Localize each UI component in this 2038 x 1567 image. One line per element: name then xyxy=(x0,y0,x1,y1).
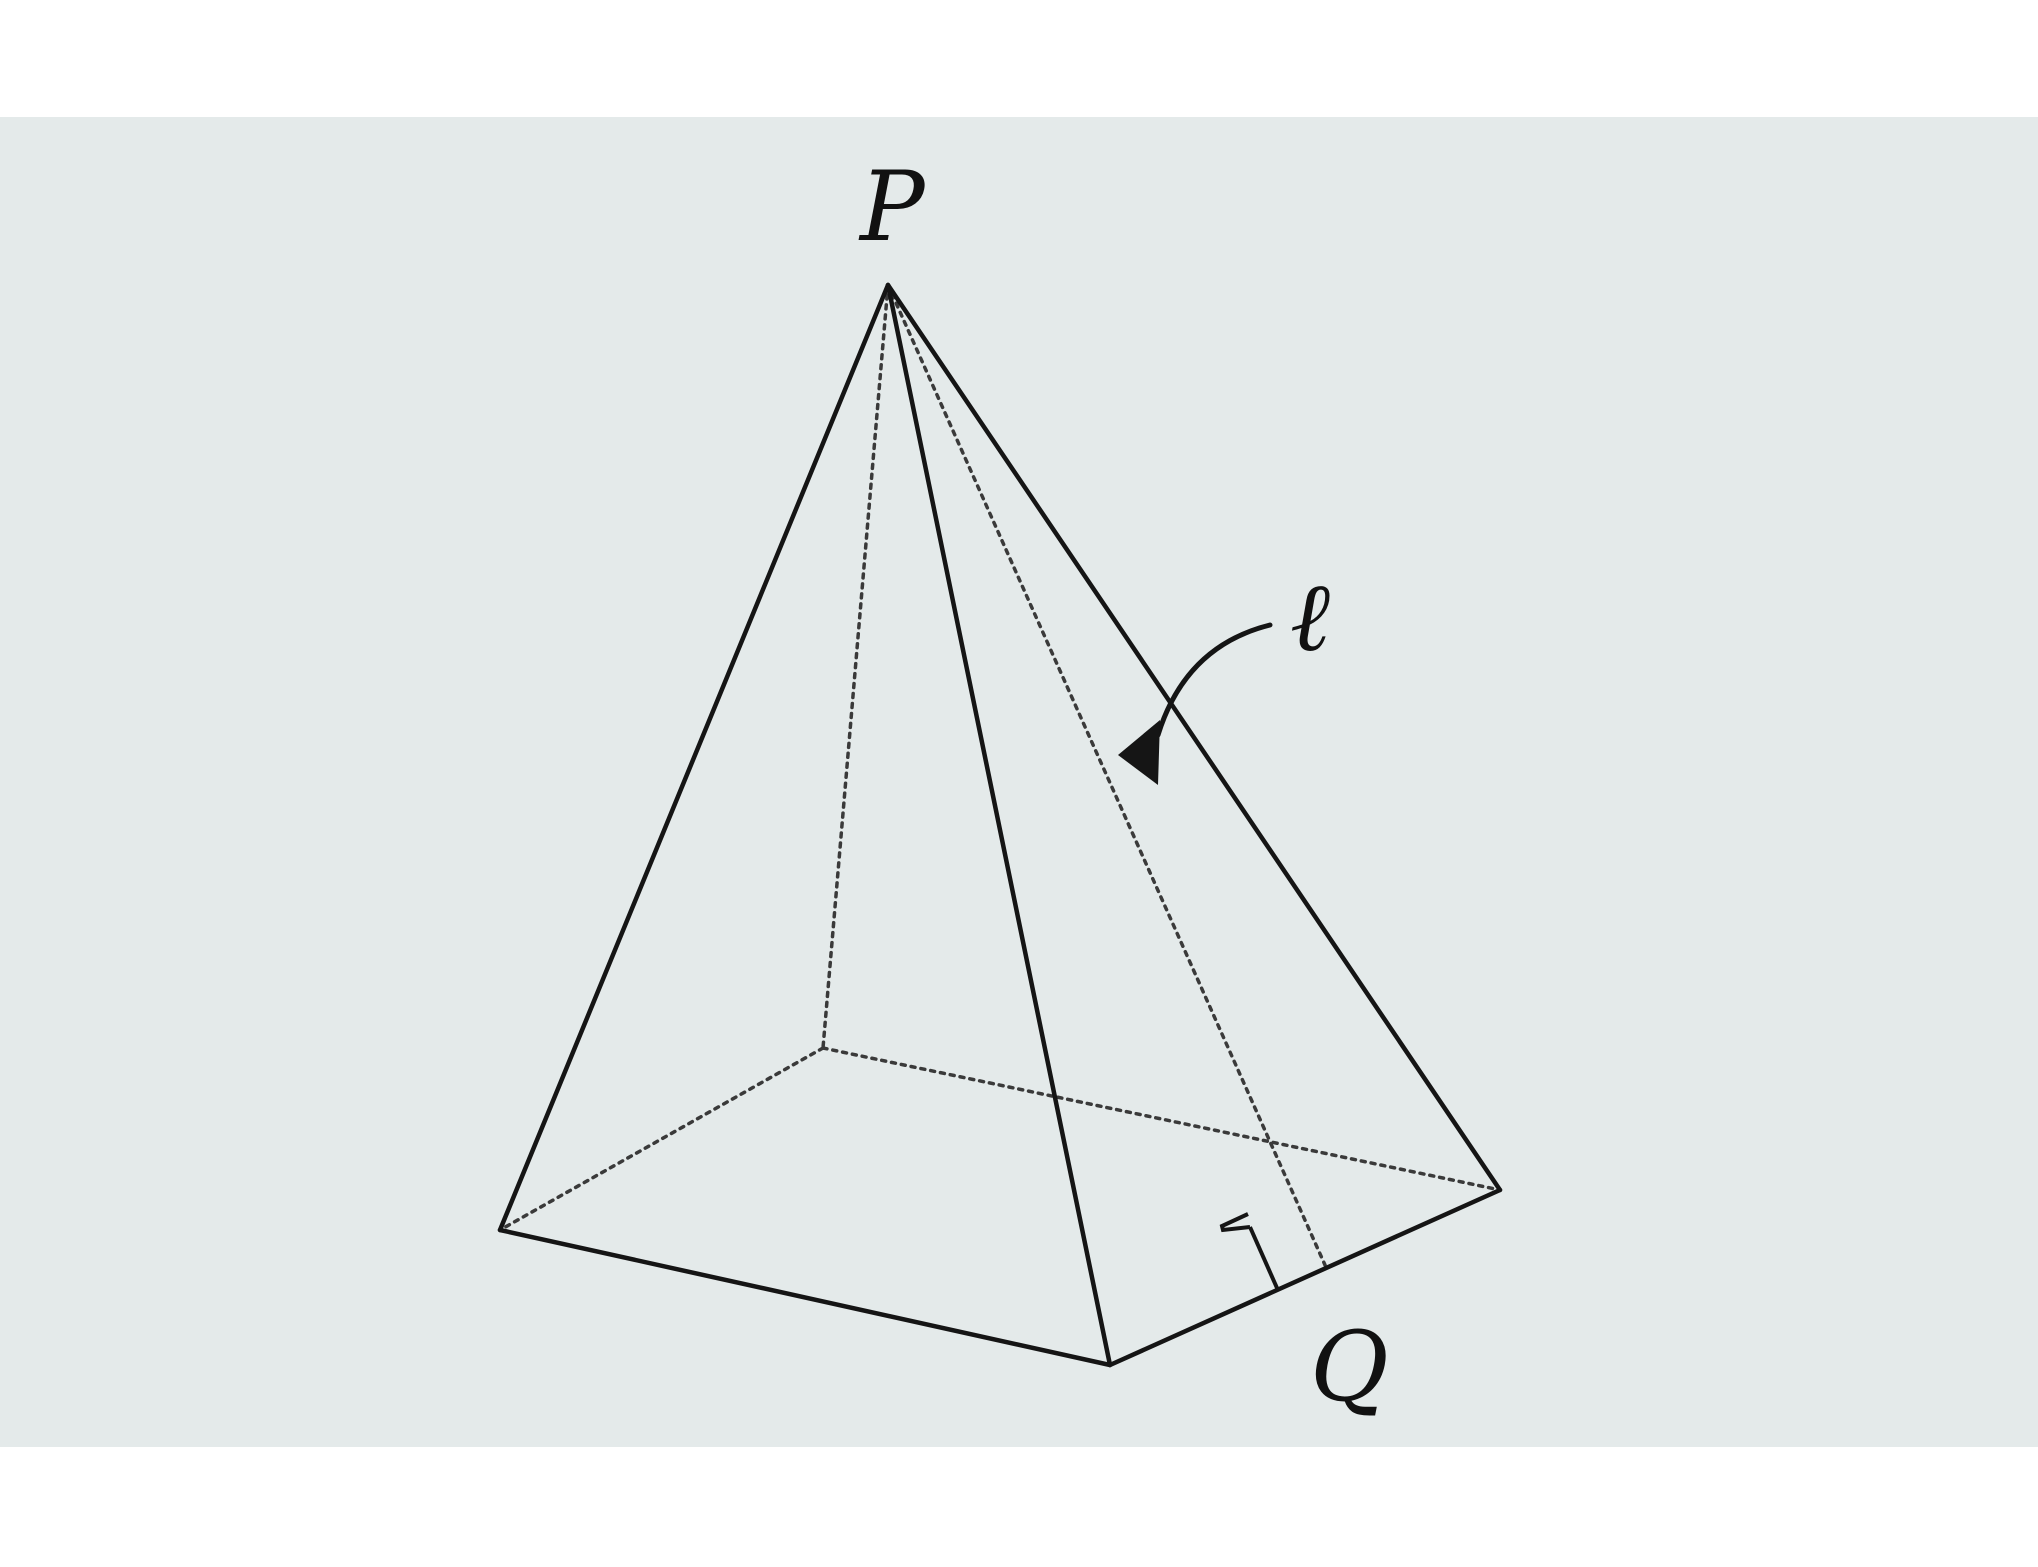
edge-apex-left xyxy=(497,282,891,1233)
label-Q: Q xyxy=(1310,1311,1389,1423)
diagram-background xyxy=(0,117,2038,1447)
edge-apex-front xyxy=(885,282,1113,1368)
pointer-arrow xyxy=(1155,622,1273,738)
visible-edges xyxy=(497,282,1503,1368)
hidden-edge-apex-to-back-vertex xyxy=(821,283,890,1050)
slant-height-line-l xyxy=(886,283,1327,1267)
arrowhead-icon xyxy=(1118,720,1160,785)
right-angle-marker xyxy=(1248,1226,1279,1289)
right-angle-marker-top xyxy=(1219,1212,1251,1233)
hidden-edge-back-right xyxy=(821,1046,1502,1192)
hidden-edges xyxy=(498,283,1502,1267)
label-P: P xyxy=(858,151,926,263)
label-l: ℓ xyxy=(1290,561,1330,673)
hidden-edge-back-left xyxy=(498,1046,825,1232)
edge-apex-right xyxy=(885,282,1503,1193)
base-edge-front-left xyxy=(497,1227,1113,1368)
base-edge-front-right xyxy=(1107,1187,1503,1368)
